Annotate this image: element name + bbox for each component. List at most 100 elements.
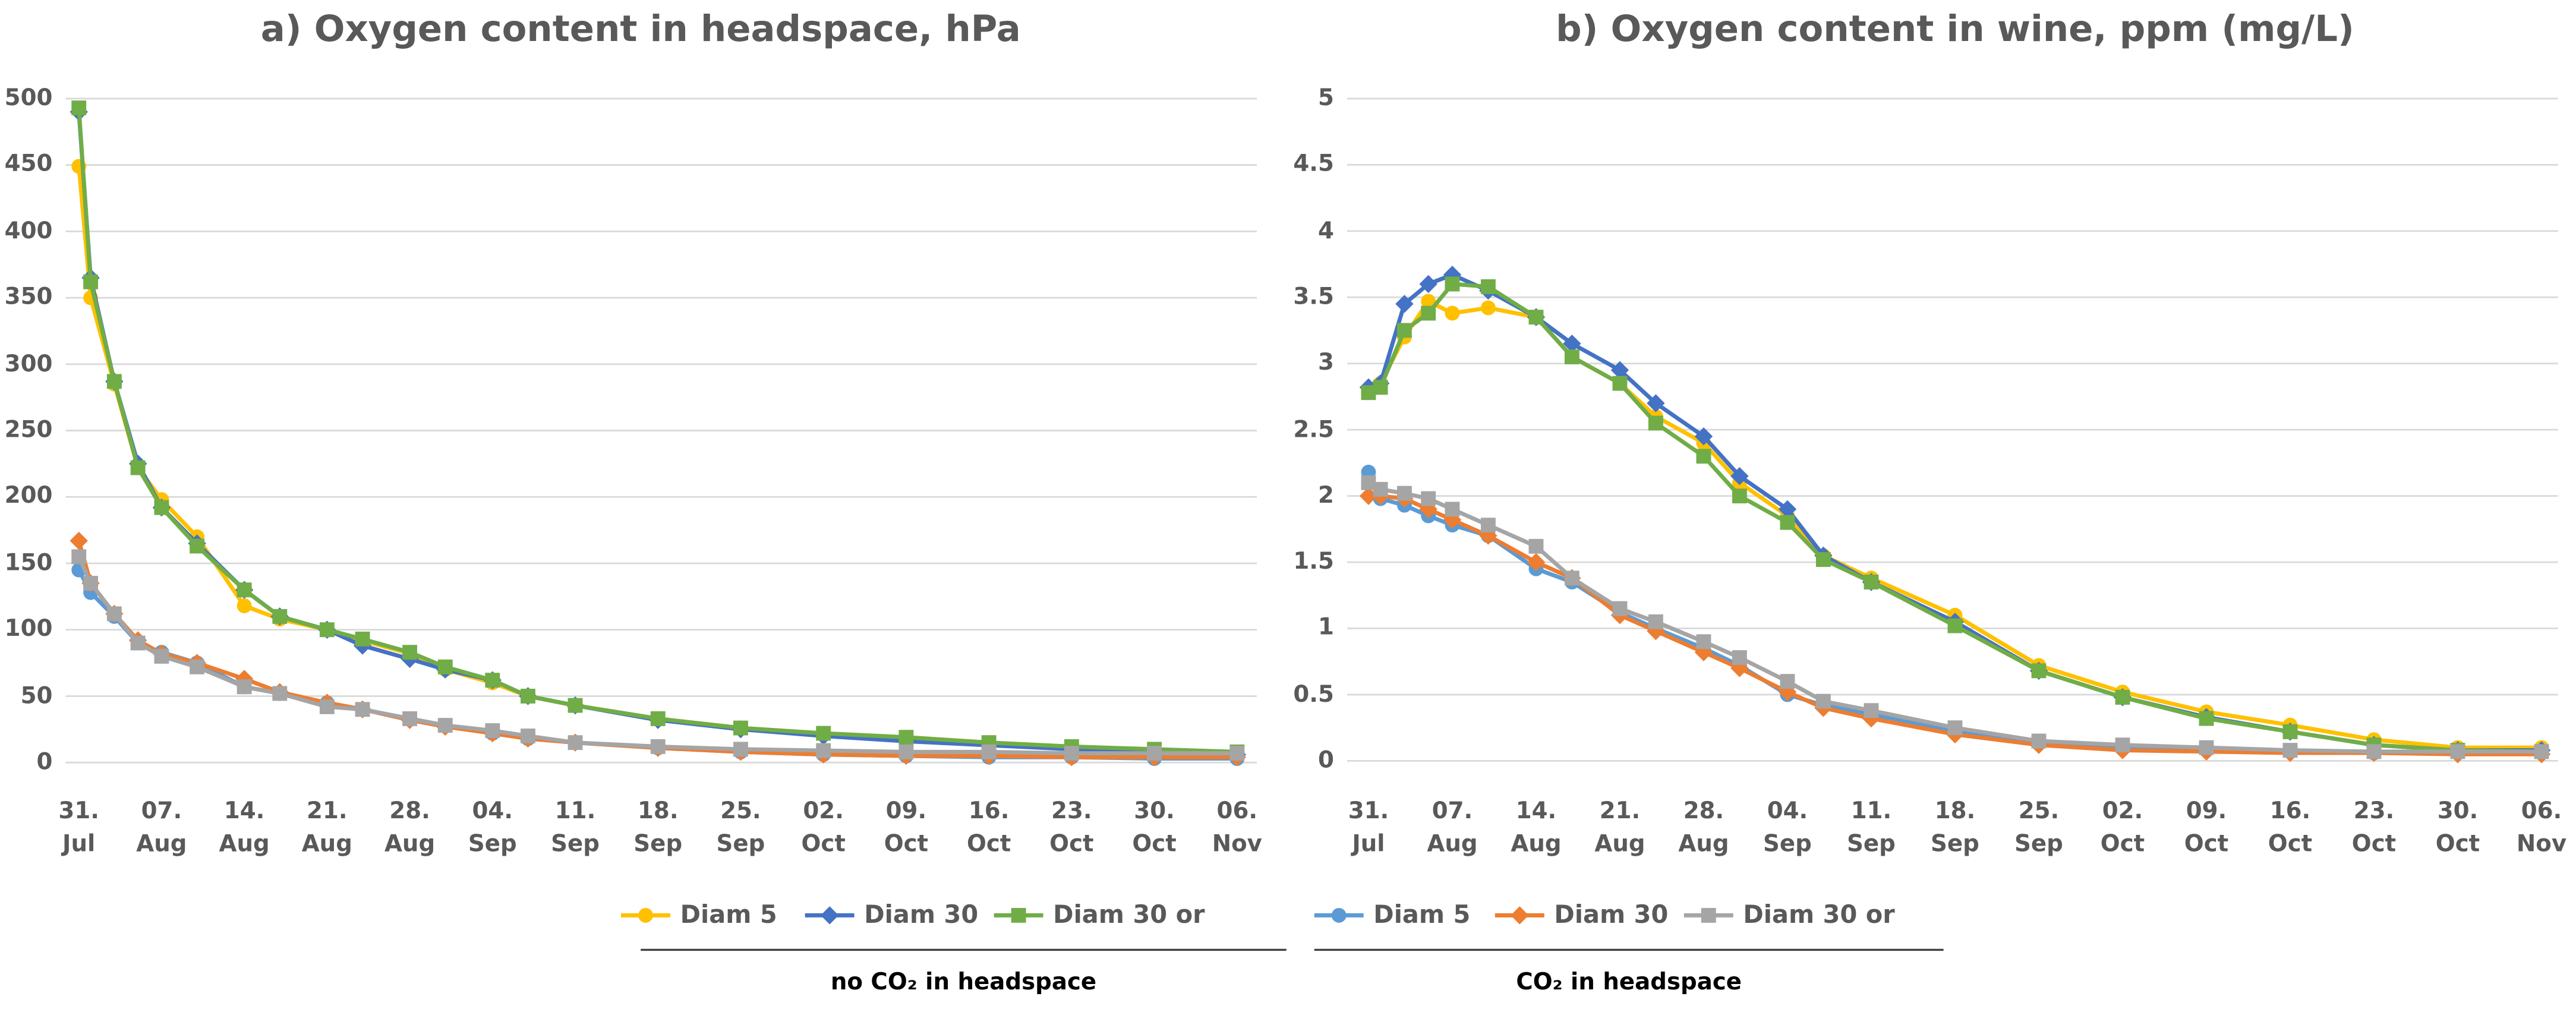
- point: [1864, 703, 1879, 718]
- point: [402, 645, 418, 660]
- y-tick-label: 100: [4, 616, 53, 643]
- x-tick-label: 28. Aug: [1678, 799, 1729, 858]
- point: [733, 742, 748, 757]
- point: [2282, 724, 2298, 739]
- point: [1419, 275, 1437, 294]
- point: [106, 606, 122, 622]
- point: [70, 531, 88, 550]
- point: [1815, 552, 1831, 567]
- point: [1648, 614, 1663, 629]
- point: [1564, 349, 1579, 365]
- y-tick-label: 5: [1317, 85, 1334, 112]
- point: [190, 538, 205, 554]
- point: [130, 460, 146, 475]
- x-tick-label: 07. Aug: [136, 799, 187, 858]
- x-tick-label: 18. Sep: [633, 799, 683, 858]
- point: [1480, 279, 1496, 294]
- point: [898, 730, 914, 745]
- x-tick-label: 31. Jul: [1348, 799, 1389, 858]
- point: [1064, 746, 1079, 761]
- point: [1696, 449, 1711, 464]
- legend-group-label: CO₂ in headspace: [1516, 969, 1742, 996]
- legend-label: Diam 5: [680, 900, 777, 929]
- point: [1780, 674, 1795, 689]
- y-tick-label: 2: [1317, 483, 1334, 509]
- x-tick-label: 21. Aug: [301, 799, 352, 858]
- point: [1694, 427, 1713, 446]
- point: [1421, 491, 1436, 506]
- point: [1527, 553, 1546, 572]
- point: [83, 576, 99, 591]
- point: [567, 735, 583, 751]
- legend-label: Diam 5: [1373, 900, 1471, 929]
- point: [2450, 744, 2465, 759]
- point: [71, 100, 87, 116]
- point: [2115, 737, 2130, 753]
- point: [1528, 310, 1544, 325]
- legend-label: Diam 30: [864, 900, 979, 929]
- point: [355, 702, 370, 717]
- point: [319, 622, 335, 638]
- x-tick-label: 02. Oct: [2100, 799, 2145, 858]
- point: [816, 743, 831, 758]
- point: [272, 686, 288, 701]
- point: [1696, 634, 1711, 649]
- series-line: [77, 112, 1237, 757]
- y-tick-label: 4: [1317, 217, 1334, 244]
- point: [1947, 720, 1963, 736]
- x-tick-label: 23. Oct: [2351, 799, 2397, 858]
- x-tick-label: 11. Sep: [551, 799, 600, 858]
- y-tick-label: 450: [4, 152, 53, 178]
- point: [1815, 693, 1831, 709]
- x-tick-label: 23. Oct: [1049, 799, 1094, 858]
- point: [1396, 323, 1412, 338]
- y-tick-label: 150: [4, 550, 53, 577]
- y-tick-label: 500: [4, 85, 53, 112]
- x-tick-label: 25. Sep: [2014, 799, 2063, 858]
- chart-title: b) Oxygen content in wine, ppm (mg/L): [1556, 10, 2354, 51]
- point: [237, 598, 252, 613]
- y-tick-label: 250: [4, 417, 53, 444]
- legend-label: Diam 30 or: [1053, 900, 1205, 929]
- point: [485, 673, 500, 688]
- x-tick-label: 09. Oct: [884, 799, 929, 858]
- point: [237, 679, 252, 695]
- point: [319, 699, 335, 714]
- legend-marker: [638, 907, 653, 923]
- point: [130, 635, 146, 651]
- point: [2199, 740, 2214, 755]
- point: [1229, 746, 1245, 761]
- point: [237, 582, 252, 598]
- x-tick-label: 07. Aug: [1427, 799, 1478, 858]
- point: [1421, 294, 1436, 309]
- x-tick-label: 21. Aug: [1594, 799, 1645, 858]
- x-tick-label: 25. Sep: [716, 799, 765, 858]
- series-line: [1367, 282, 2542, 754]
- y-tick-label: 2.5: [1293, 417, 1334, 443]
- x-tick-label: 18. Sep: [1931, 799, 1979, 858]
- series-line: [77, 166, 1237, 754]
- point: [1864, 575, 1879, 589]
- point: [1947, 618, 1963, 633]
- y-tick-label: 0: [1317, 748, 1334, 774]
- y-tick-label: 350: [4, 284, 53, 311]
- legend-marker: [1011, 907, 1026, 923]
- point: [1147, 746, 1162, 761]
- point: [1732, 488, 1747, 504]
- point: [106, 374, 122, 389]
- point: [2031, 733, 2047, 749]
- point: [154, 648, 169, 664]
- x-tick-label: 04. Sep: [468, 799, 517, 858]
- legend-group-label: no CO₂ in headspace: [830, 969, 1097, 996]
- y-tick-label: 1.5: [1293, 548, 1334, 576]
- chart-title: a) Oxygen content in headspace, hPa: [260, 10, 1021, 51]
- point: [1732, 650, 1747, 666]
- x-tick-label: 30. Oct: [2435, 799, 2480, 858]
- legend-marker: [1701, 907, 1716, 923]
- y-tick-label: 0: [36, 749, 53, 776]
- y-tick-label: 3.5: [1293, 284, 1334, 311]
- point: [1564, 570, 1579, 586]
- point: [521, 729, 535, 743]
- point: [567, 698, 583, 713]
